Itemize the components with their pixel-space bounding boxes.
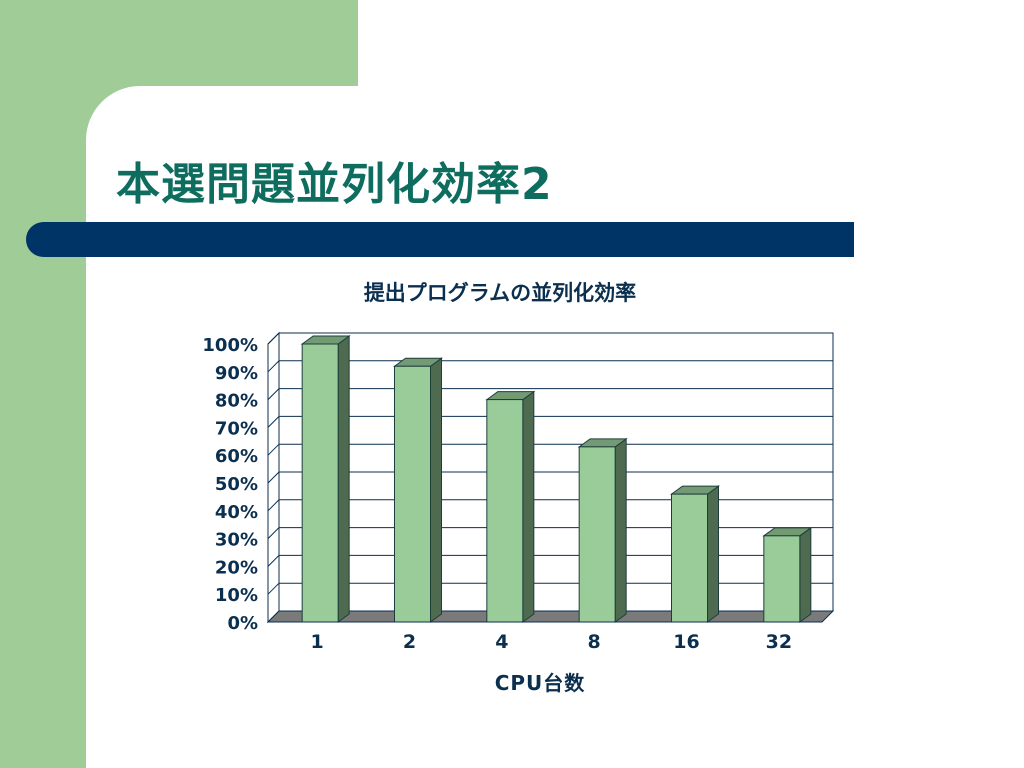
x-tick-label: 2 bbox=[403, 631, 416, 653]
y-tick-label: 60% bbox=[215, 446, 258, 467]
slide-title: 本選問題並列化効率2 bbox=[116, 159, 553, 210]
bar-side bbox=[707, 485, 719, 623]
x-tick-label: 32 bbox=[766, 631, 792, 653]
bar bbox=[394, 365, 431, 623]
bar-side bbox=[430, 357, 442, 623]
y-tick-label: 30% bbox=[215, 530, 258, 551]
y-tick-label: 90% bbox=[215, 363, 258, 384]
y-tick-label: 0% bbox=[227, 613, 258, 634]
gridline bbox=[267, 554, 833, 567]
gridline bbox=[267, 471, 833, 484]
y-tick-label: 70% bbox=[215, 418, 258, 439]
bar-side bbox=[614, 437, 627, 623]
gridline bbox=[267, 499, 833, 512]
title-accent-bar bbox=[26, 222, 854, 257]
gridline bbox=[267, 527, 833, 539]
gridline bbox=[267, 415, 833, 428]
chart-floor bbox=[266, 610, 835, 623]
gridline bbox=[267, 388, 833, 400]
x-tick-label: 4 bbox=[495, 631, 508, 653]
gridline bbox=[267, 582, 833, 595]
y-tick-label: 10% bbox=[215, 585, 258, 606]
bar-side bbox=[337, 335, 350, 623]
bar bbox=[578, 446, 616, 623]
gridline bbox=[267, 332, 833, 345]
gridline bbox=[267, 360, 833, 373]
y-tick-label: 100% bbox=[202, 335, 258, 356]
y-tick-label: 50% bbox=[215, 474, 258, 495]
bar bbox=[763, 535, 801, 623]
bar bbox=[671, 493, 708, 623]
x-axis-label: CPU台数 bbox=[494, 671, 586, 695]
chart-title: 提出プログラムの並列化効率 bbox=[363, 281, 637, 305]
y-tick-label: 40% bbox=[215, 502, 258, 523]
bar bbox=[301, 343, 339, 623]
bar-side bbox=[799, 526, 812, 623]
x-tick-label: 1 bbox=[311, 631, 324, 653]
bar bbox=[486, 399, 524, 623]
bar-side bbox=[522, 390, 535, 623]
gridline bbox=[267, 443, 833, 456]
x-tick-label: 16 bbox=[673, 631, 699, 653]
y-tick-label: 20% bbox=[215, 557, 258, 578]
x-tick-label: 8 bbox=[588, 631, 601, 653]
y-tick-label: 80% bbox=[215, 391, 258, 412]
